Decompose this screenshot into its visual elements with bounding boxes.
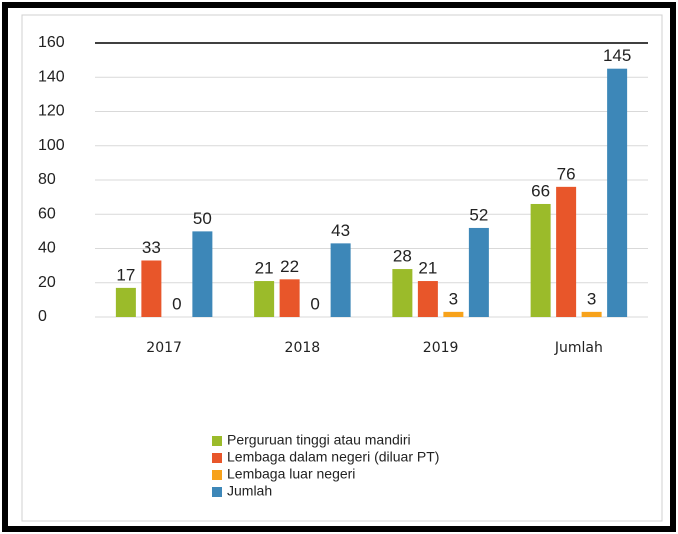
bar [581,311,602,317]
bar [192,231,213,317]
y-tick-label: 20 [38,274,56,291]
value-label: 21 [255,259,274,278]
value-label: 76 [557,164,576,183]
bar [607,68,628,317]
bar [141,260,162,317]
bar [330,243,351,317]
y-tick-label: 160 [38,34,65,51]
legend-label: Perguruan tinggi atau mandiri [227,432,411,448]
y-tick-label: 100 [38,137,65,154]
legend-swatch [212,470,222,480]
legend-label: Jumlah [227,483,272,499]
value-label: 0 [310,294,319,313]
y-tick-label: 80 [38,171,56,188]
legend-label: Lembaga dalam negeri (diluar PT) [227,449,439,465]
value-label: 3 [449,289,458,308]
value-label: 28 [393,247,412,266]
chart-frame [21,14,663,522]
value-label: 52 [469,205,488,224]
bar [556,186,577,317]
bar [115,287,136,317]
bar [417,281,438,317]
value-label: 145 [603,46,631,65]
value-label: 3 [587,289,596,308]
value-label: 43 [331,221,350,240]
x-tick-label: 2017 [146,340,182,356]
legend-swatch [212,487,222,497]
x-tick-label: 2019 [423,340,459,356]
legend-swatch [212,453,222,463]
legend-label: Lembaga luar negeri [227,466,355,482]
value-label: 17 [116,265,135,284]
bar [443,311,464,317]
bar [254,281,275,317]
x-tick-label: Jumlah [554,340,603,356]
y-tick-label: 120 [38,103,65,120]
value-label: 66 [531,181,550,200]
y-tick-label: 60 [38,205,56,222]
y-tick-label: 0 [38,308,47,325]
value-label: 33 [142,238,161,257]
value-label: 22 [280,257,299,276]
bar [392,269,413,317]
y-tick-label: 140 [38,68,65,85]
bar [279,279,300,317]
value-label: 0 [172,294,181,313]
bar [468,227,489,317]
legend-swatch [212,436,222,446]
bar [530,203,551,317]
value-label: 50 [193,209,212,228]
x-tick-label: 2018 [285,340,321,356]
y-tick-label: 40 [38,240,56,257]
value-label: 21 [418,259,437,278]
